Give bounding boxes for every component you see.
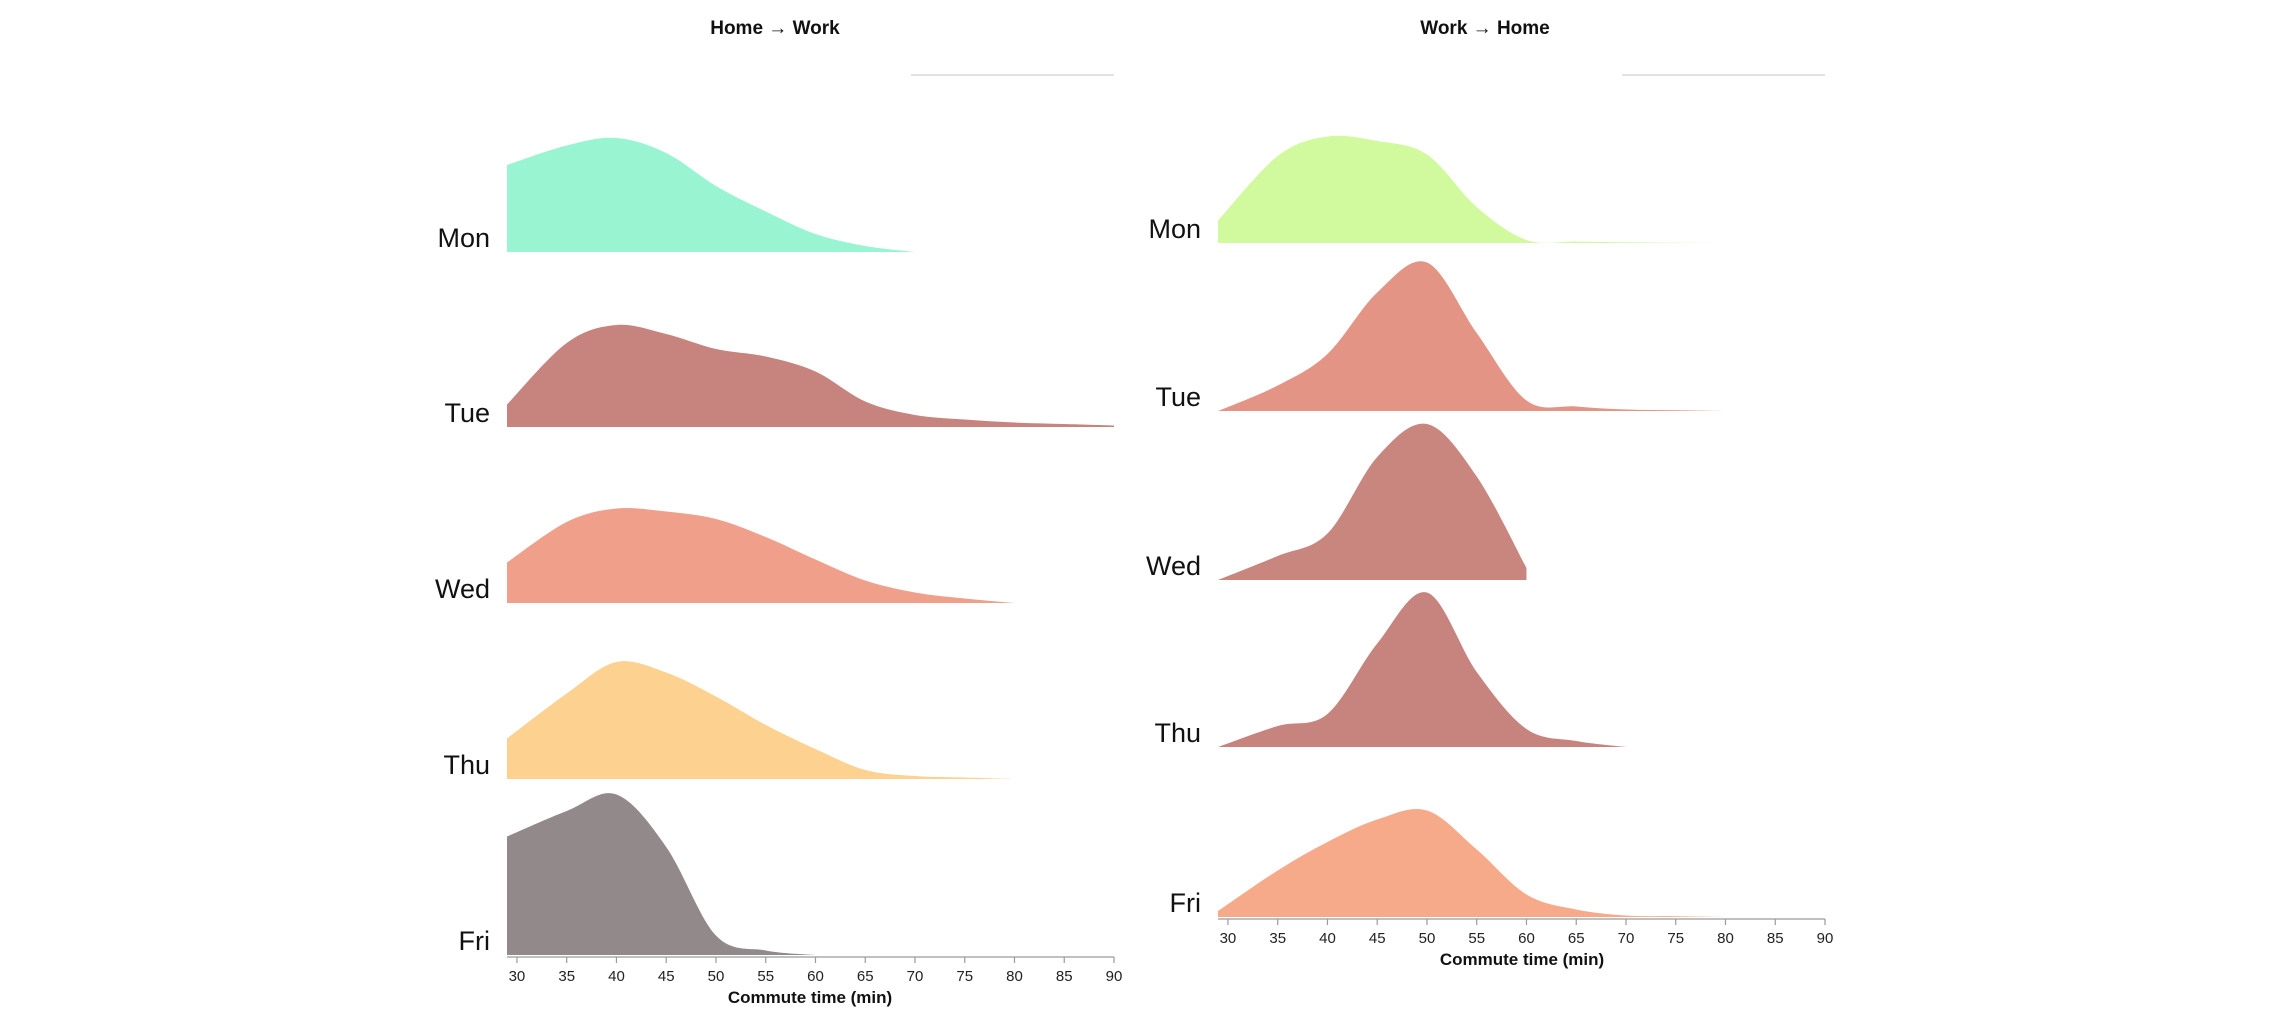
day-label-fri-home-to-work: Fri: [459, 926, 490, 956]
ridge-fri-home-to-work: [507, 793, 816, 955]
x-tick-label-55-home-to-work: 55: [757, 968, 774, 985]
x-tick-label-65-work-to-home: 65: [1568, 930, 1585, 947]
day-label-thu-home-to-work: Thu: [443, 750, 490, 780]
x-tick-label-65-home-to-work: 65: [857, 968, 874, 985]
ridge-thu-home-to-work: [507, 661, 1015, 779]
x-axis-title-work-to-home: Commute time (min): [1440, 950, 1604, 969]
ridge-wed-work-to-home: [1218, 423, 1527, 580]
day-label-tue-home-to-work: Tue: [444, 398, 490, 428]
x-tick-label-60-home-to-work: 60: [807, 968, 824, 985]
x-tick-label-70-work-to-home: 70: [1618, 930, 1635, 947]
x-axis-title-home-to-work: Commute time (min): [728, 988, 892, 1007]
panel-home-to-work: Home → Work Commute time (min) Mon Tue Wed…: [435, 18, 1122, 1007]
day-label-mon-home-to-work: Mon: [437, 223, 490, 253]
panel-title-home-to-work: Home → Work: [710, 18, 840, 39]
x-tick-label-45-work-to-home: 45: [1369, 930, 1386, 947]
day-label-wed-work-to-home: Wed: [1146, 551, 1201, 581]
panel-title-work-to-home: Work → Home: [1420, 18, 1550, 39]
ridge-thu-work-to-home: [1218, 592, 1626, 747]
x-tick-label-90-work-to-home: 90: [1817, 930, 1834, 947]
day-label-mon-work-to-home: Mon: [1148, 214, 1201, 244]
x-tick-label-75-home-to-work: 75: [956, 968, 973, 985]
x-tick-label-70-home-to-work: 70: [907, 968, 924, 985]
ridge-mon-home-to-work: [507, 137, 915, 252]
x-tick-label-50-work-to-home: 50: [1419, 930, 1436, 947]
x-tick-label-85-work-to-home: 85: [1767, 930, 1784, 947]
ridge-tue-home-to-work: [507, 324, 1114, 427]
x-tick-label-50-home-to-work: 50: [708, 968, 725, 985]
x-tick-label-75-work-to-home: 75: [1667, 930, 1684, 947]
x-tick-label-30-work-to-home: 30: [1220, 930, 1237, 947]
day-label-fri-work-to-home: Fri: [1170, 888, 1201, 918]
ridge-mon-work-to-home: [1218, 135, 1825, 244]
x-tick-label-35-work-to-home: 35: [1269, 930, 1286, 947]
x-tick-label-55-work-to-home: 55: [1468, 930, 1485, 947]
x-tick-label-80-work-to-home: 80: [1717, 930, 1734, 947]
x-tick-label-30-home-to-work: 30: [509, 968, 526, 985]
x-tick-label-60-work-to-home: 60: [1518, 930, 1535, 947]
panel-work-to-home: Work → Home Commute time (min) Mon Tue Wed…: [1146, 18, 1833, 969]
x-tick-label-40-home-to-work: 40: [608, 968, 625, 985]
x-tick-label-80-home-to-work: 80: [1006, 968, 1023, 985]
day-label-thu-work-to-home: Thu: [1154, 718, 1201, 748]
ridge-tue-work-to-home: [1218, 261, 1726, 411]
day-label-tue-work-to-home: Tue: [1155, 382, 1201, 412]
day-label-wed-home-to-work: Wed: [435, 574, 490, 604]
x-tick-label-45-home-to-work: 45: [658, 968, 675, 985]
ridge-fri-work-to-home: [1218, 809, 1726, 917]
x-tick-label-90-home-to-work: 90: [1106, 968, 1123, 985]
x-tick-label-35-home-to-work: 35: [558, 968, 575, 985]
ridge-wed-home-to-work: [507, 507, 1015, 603]
x-tick-label-85-home-to-work: 85: [1056, 968, 1073, 985]
x-tick-label-40-work-to-home: 40: [1319, 930, 1336, 947]
